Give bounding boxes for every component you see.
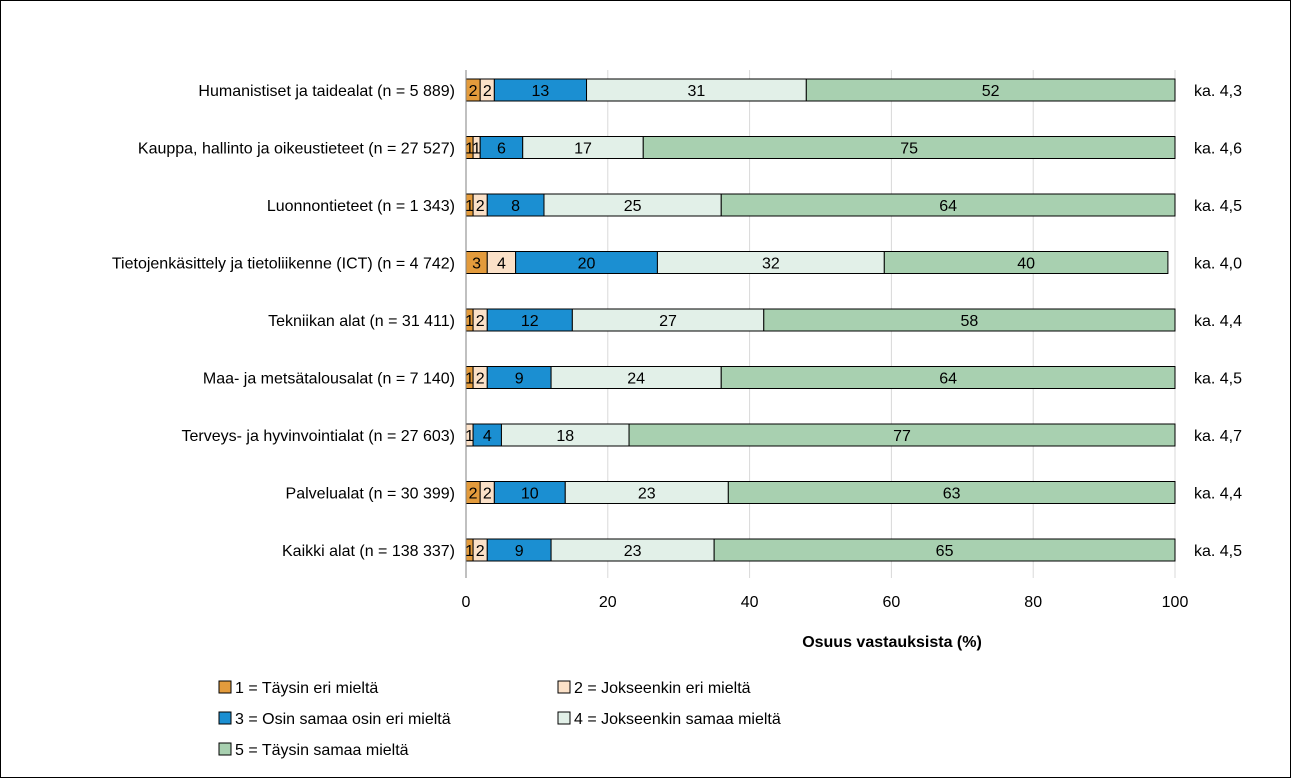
segment-value-label: 1 xyxy=(465,198,474,215)
segment-value-label: 75 xyxy=(900,141,918,158)
segment-value-label: 64 xyxy=(939,198,957,215)
x-tick-label: 20 xyxy=(599,594,617,611)
x-tick-label: 100 xyxy=(1162,594,1189,611)
category-label: Kaikki alat (n = 138 337) xyxy=(282,543,455,560)
bars xyxy=(465,78,1176,562)
segment-value-label: 64 xyxy=(939,371,957,388)
legend-swatch xyxy=(218,680,232,694)
segment-value-label: 8 xyxy=(511,198,520,215)
bar-segment xyxy=(720,366,1176,389)
category-label: Kauppa, hallinto ja oikeustieteet (n = 2… xyxy=(138,141,455,158)
segment-value-label: 4 xyxy=(497,256,506,273)
segment-value-label: 32 xyxy=(762,256,780,273)
segment-value-label: 2 xyxy=(476,198,485,215)
segment-value-label: 77 xyxy=(893,428,911,445)
legend-label: 3 = Osin samaa osin eri mieltä xyxy=(235,711,451,728)
category-label: Humanistiset ja taidealat (n = 5 889) xyxy=(198,83,455,100)
segment-value-label: 31 xyxy=(688,83,706,100)
segment-value-label: 1 xyxy=(465,141,474,158)
segment-value-label: 2 xyxy=(483,83,492,100)
bar-segment xyxy=(763,308,1176,332)
legend-label: 2 = Jokseenkin eri mieltä xyxy=(574,680,751,697)
segment-value-label: 9 xyxy=(515,371,524,388)
segment-value-label: 4 xyxy=(483,428,492,445)
bar-segment xyxy=(805,78,1176,102)
segment-value-label: 9 xyxy=(515,543,524,560)
segment-value-label: 2 xyxy=(483,486,492,503)
mean-label: ka. 4,4 xyxy=(1194,313,1242,330)
segment-value-label: 25 xyxy=(624,198,642,215)
segment-value-label: 3 xyxy=(472,256,481,273)
segment-value-label: 23 xyxy=(638,486,656,503)
segment-value-label: 1 xyxy=(465,543,474,560)
x-tick-labels: 0 20 40 60 80 100 xyxy=(462,594,1189,611)
legend-swatch xyxy=(218,742,232,756)
segment-value-label: 63 xyxy=(943,486,961,503)
segment-value-label: 2 xyxy=(469,486,478,503)
x-axis-title: Osuus vastauksista (%) xyxy=(802,634,982,651)
bar-segment xyxy=(713,538,1176,562)
legend-swatch xyxy=(557,711,571,725)
category-label: Terveys- ja hyvinvointialat (n = 27 603) xyxy=(182,428,455,445)
x-tick-label: 0 xyxy=(462,594,471,611)
segment-value-label: 23 xyxy=(624,543,642,560)
legend-swatch xyxy=(557,680,571,694)
segment-value-label: 24 xyxy=(627,371,645,388)
segment-value-label: 58 xyxy=(960,313,978,330)
segment-value-label: 18 xyxy=(556,428,574,445)
segment-value-label: 1 xyxy=(472,141,481,158)
category-labels: Humanistiset ja taidealat (n = 5 889) Kau… xyxy=(112,83,455,560)
legend: 1 = Täysin eri mieltä 2 = Jokseenkin eri … xyxy=(218,680,781,759)
segment-value-label: 13 xyxy=(532,83,550,100)
x-tick-label: 80 xyxy=(1024,594,1042,611)
segment-value-label: 17 xyxy=(574,141,592,158)
bar-segment xyxy=(883,251,1169,274)
segment-value-label: 2 xyxy=(476,313,485,330)
segment-value-label: 2 xyxy=(476,543,485,560)
segment-value-label: 52 xyxy=(982,83,1000,100)
segment-value-label: 40 xyxy=(1017,256,1035,273)
x-tick-label: 40 xyxy=(741,594,759,611)
mean-labels: ka. 4,3 ka. 4,6 ka. 4,5 ka. 4,0 ka. 4,4 ka. 4… xyxy=(1194,83,1242,560)
legend-label: 5 = Täysin samaa mieltä xyxy=(235,742,409,759)
mean-label: ka. 4,4 xyxy=(1194,486,1242,503)
category-label: Tietojenkäsittely ja tietoliikenne (ICT)… xyxy=(112,256,455,273)
bar-segment xyxy=(720,193,1176,217)
bar-segment xyxy=(628,423,1176,447)
category-label: Maa- ja metsätalousalat (n = 7 140) xyxy=(203,371,455,388)
segment-value-label: 1 xyxy=(465,428,474,445)
mean-label: ka. 4,3 xyxy=(1194,83,1242,100)
segment-value-label: 2 xyxy=(476,371,485,388)
mean-label: ka. 4,6 xyxy=(1194,141,1242,158)
legend-label: 4 = Jokseenkin samaa mieltä xyxy=(574,711,781,728)
mean-label: ka. 4,5 xyxy=(1194,371,1242,388)
segment-value-label: 12 xyxy=(521,313,539,330)
segment-value-label: 27 xyxy=(659,313,677,330)
mean-label: ka. 4,0 xyxy=(1194,256,1242,273)
category-label: Tekniikan alat (n = 31 411) xyxy=(268,313,455,330)
category-label: Palvelualat (n = 30 399) xyxy=(286,486,455,503)
legend-label: 1 = Täysin eri mieltä xyxy=(235,680,378,697)
mean-label: ka. 4,5 xyxy=(1194,198,1242,215)
segment-value-label: 20 xyxy=(578,256,596,273)
segment-value-label: 1 xyxy=(465,313,474,330)
bar-segment xyxy=(642,136,1176,159)
mean-label: ka. 4,7 xyxy=(1194,428,1242,445)
category-label: Luonnontieteet (n = 1 343) xyxy=(267,198,455,215)
segment-value-label: 2 xyxy=(469,83,478,100)
legend-swatch xyxy=(218,711,232,725)
segment-value-label: 10 xyxy=(521,486,539,503)
x-tick-label: 60 xyxy=(883,594,901,611)
bar-segment xyxy=(727,481,1176,504)
segment-value-label: 1 xyxy=(465,371,474,388)
segment-value-label: 65 xyxy=(936,543,954,560)
segment-value-label: 6 xyxy=(497,141,506,158)
mean-label: ka. 4,5 xyxy=(1194,543,1242,560)
